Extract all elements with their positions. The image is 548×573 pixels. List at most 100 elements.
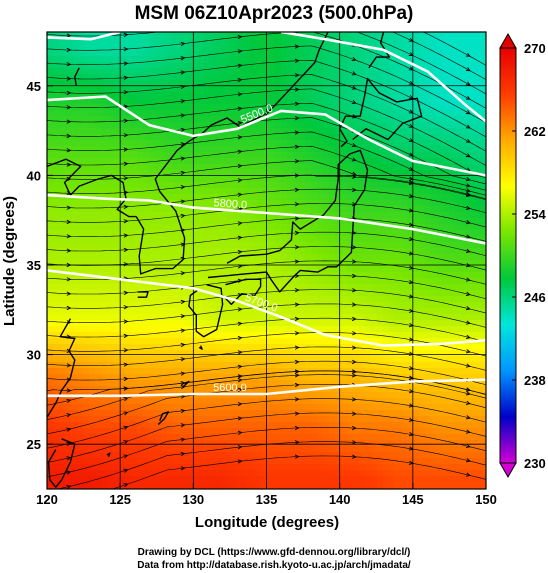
heat-cell — [341, 380, 348, 387]
heat-cell — [209, 422, 216, 429]
heat-cell — [359, 188, 366, 195]
heat-cell — [107, 416, 114, 423]
heat-cell — [71, 254, 78, 261]
heat-cell — [335, 332, 342, 339]
heat-cell — [125, 308, 132, 315]
heat-cell — [389, 56, 396, 63]
heat-cell — [143, 194, 150, 201]
heat-cell — [365, 182, 372, 189]
heat-cell — [455, 62, 462, 69]
heat-cell — [329, 380, 336, 387]
heat-cell — [203, 416, 210, 423]
heat-cell — [407, 314, 414, 321]
heat-cell — [299, 164, 306, 171]
heat-cell — [365, 56, 372, 63]
heat-cell — [449, 68, 456, 75]
heat-cell — [323, 212, 330, 219]
heat-cell — [353, 50, 360, 57]
heat-cell — [173, 116, 180, 123]
heat-cell — [221, 146, 228, 153]
heat-cell — [77, 362, 84, 369]
heat-cell — [215, 50, 222, 57]
heat-cell — [209, 68, 216, 75]
heat-cell — [53, 332, 60, 339]
heat-cell — [449, 314, 456, 321]
heat-cell — [71, 212, 78, 219]
heat-cell — [449, 74, 456, 81]
heat-cell — [449, 32, 456, 39]
heat-cell — [251, 80, 258, 87]
heat-cell — [443, 176, 450, 183]
heat-cell — [101, 416, 108, 423]
heat-cell — [419, 284, 426, 291]
heat-cell — [251, 158, 258, 165]
heat-cell — [443, 314, 450, 321]
heat-cell — [269, 320, 276, 327]
heat-cell — [413, 398, 420, 405]
heat-cell — [287, 152, 294, 159]
heat-cell — [383, 368, 390, 375]
heat-cell — [167, 422, 174, 429]
heat-cell — [377, 140, 384, 147]
heat-cell — [281, 260, 288, 267]
heat-cell — [131, 194, 138, 201]
heat-cell — [401, 326, 408, 333]
heat-cell — [311, 404, 318, 411]
heat-cell — [449, 338, 456, 345]
heat-cell — [107, 320, 114, 327]
heat-cell — [467, 92, 474, 99]
heat-cell — [215, 338, 222, 345]
heat-cell — [257, 338, 264, 345]
heat-cell — [383, 122, 390, 129]
heat-cell — [335, 200, 342, 207]
heat-cell — [443, 272, 450, 279]
heat-cell — [341, 398, 348, 405]
heat-cell — [395, 356, 402, 363]
heat-cell — [197, 134, 204, 141]
heat-cell — [317, 314, 324, 321]
heat-cell — [437, 86, 444, 93]
heat-cell — [167, 182, 174, 189]
heat-cell — [347, 56, 354, 63]
heat-cell — [419, 122, 426, 129]
heat-cell — [137, 170, 144, 177]
heat-cell — [83, 266, 90, 273]
heat-cell — [425, 302, 432, 309]
heat-cell — [341, 404, 348, 411]
heat-cell — [269, 242, 276, 249]
heat-cell — [395, 92, 402, 99]
heat-cell — [197, 326, 204, 333]
heat-cell — [329, 278, 336, 285]
heat-cell — [245, 146, 252, 153]
heat-cell — [443, 182, 450, 189]
heat-cell — [59, 98, 66, 105]
heat-cell — [161, 170, 168, 177]
heat-cell — [461, 212, 468, 219]
heat-cell — [353, 122, 360, 129]
heat-cell — [215, 356, 222, 363]
heat-cell — [347, 116, 354, 123]
heat-cell — [149, 146, 156, 153]
heat-cell — [95, 434, 102, 441]
heat-cell — [365, 362, 372, 369]
heat-cell — [353, 290, 360, 297]
heat-cell — [425, 104, 432, 111]
heat-cell — [215, 362, 222, 369]
heat-cell — [383, 176, 390, 183]
heat-cell — [107, 206, 114, 213]
heat-cell — [323, 116, 330, 123]
heat-cell — [473, 242, 480, 249]
heat-cell — [185, 320, 192, 327]
heat-cell — [407, 140, 414, 147]
heat-cell — [473, 296, 480, 303]
heat-cell — [383, 110, 390, 117]
heat-cell — [173, 74, 180, 81]
heat-cell — [47, 74, 54, 81]
heat-cell — [101, 200, 108, 207]
heat-cell — [437, 218, 444, 225]
heat-cell — [137, 140, 144, 147]
heat-cell — [401, 188, 408, 195]
heat-cell — [455, 224, 462, 231]
heat-cell — [155, 98, 162, 105]
heat-cell — [209, 164, 216, 171]
